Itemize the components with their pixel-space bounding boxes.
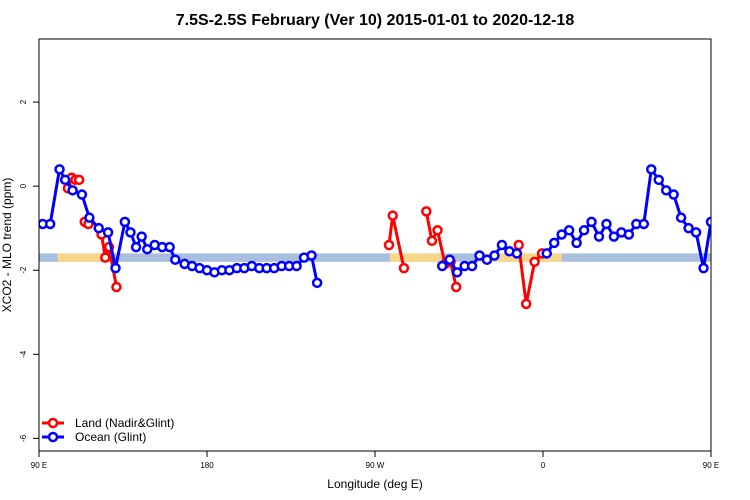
legend-label-0: Land (Nadir&Glint) <box>75 416 174 430</box>
series-1-point-2-22 <box>705 216 711 228</box>
series-1-point-1-10 <box>511 248 523 259</box>
x-axis-label: Longitude (deg E) <box>327 477 422 491</box>
series-0-point-3-0 <box>383 239 395 251</box>
series-1-point-1-6 <box>481 254 493 265</box>
legend: Land (Nadir&Glint)Ocean (Glint) <box>42 416 174 444</box>
legend-marker-0 <box>47 417 59 429</box>
series-1-point-0-5 <box>76 189 88 200</box>
series-1-point-0-3 <box>59 174 71 186</box>
y-tick-label-4: 2 <box>19 99 28 104</box>
y-tick-label-2: -2 <box>19 266 28 274</box>
x-tick-label-3: 0 <box>541 461 546 470</box>
reference-band <box>39 253 711 262</box>
series-0-point-4-1 <box>426 235 438 247</box>
series-1-point-0-1 <box>44 218 56 230</box>
series-1-point-1-5 <box>474 250 485 261</box>
series-1-point-2-7 <box>593 231 605 242</box>
series-1-point-1-4 <box>466 260 478 272</box>
series-1-point-2-3 <box>563 225 575 236</box>
y-tick-label-1: -4 <box>19 350 28 358</box>
series-1-point-0-10 <box>119 216 131 228</box>
series-1-point-0-18 <box>170 254 181 265</box>
series-0-point-3-1 <box>387 210 398 221</box>
series-0-point-5-0 <box>513 239 524 251</box>
series-1-point-0-14 <box>142 243 153 255</box>
series-1-point-0-17 <box>164 241 175 253</box>
y-axis: -6 -4 -2 0 2 <box>19 99 39 442</box>
reference-band-land-0 <box>57 253 101 262</box>
y-tick-label-0: -6 <box>19 434 28 442</box>
series-1-point-1-2 <box>451 267 463 278</box>
series-1-point-0-11 <box>125 227 136 238</box>
series-0-point-4-5 <box>450 281 462 293</box>
legend-item-0: Land (Nadir&Glint) <box>42 416 174 430</box>
series-1-point-2-8 <box>601 218 612 230</box>
series-1-point-2-9 <box>608 231 620 242</box>
series-1-point-0-6 <box>84 212 95 223</box>
legend-label-1: Ocean (Glint) <box>75 430 146 444</box>
y-tick-label-3: 0 <box>19 183 28 188</box>
series-1-point-2-18 <box>675 212 687 223</box>
series-0-point-5-1 <box>520 298 532 310</box>
series-1-point-0-9 <box>110 262 121 274</box>
x-tick-label-4: 90 E <box>703 461 719 470</box>
series-1-point-2-6 <box>586 216 597 228</box>
x-axis: 90 E 180 90 W 0 90 E <box>31 451 719 470</box>
series-1-point-1-0 <box>436 260 448 272</box>
series-1-point-0-2 <box>54 164 65 175</box>
x-tick-label-0: 90 E <box>31 461 47 470</box>
series-1-point-2-21 <box>698 262 709 274</box>
series-1-point-1-8 <box>496 239 508 251</box>
series-1-point-2-20 <box>690 227 702 238</box>
series-1 <box>39 164 711 289</box>
series-1-point-0-7 <box>93 222 104 234</box>
series-1-point-2-0 <box>541 248 552 259</box>
x-tick-label-1: 180 <box>200 461 214 470</box>
series-1-point-2-13 <box>638 218 650 230</box>
series-1-point-0-8 <box>102 227 114 238</box>
series-1-point-0-37 <box>311 277 323 289</box>
series-1-point-2-19 <box>683 222 694 234</box>
series-1-point-2-4 <box>571 237 582 249</box>
y-axis-label: XCO2 - MLO trend (ppm) <box>0 178 14 313</box>
series-1-point-2-5 <box>578 225 590 236</box>
series-1-point-0-13 <box>136 231 147 242</box>
series-0-point-5-2 <box>529 256 540 268</box>
legend-marker-1 <box>47 431 59 443</box>
series-layer <box>39 164 711 310</box>
series-1-point-0-34 <box>291 260 302 272</box>
series-0-point-4-2 <box>432 225 443 236</box>
series-1-point-2-15 <box>653 174 664 186</box>
reference-band-land-1 <box>389 253 443 262</box>
series-1-point-2-14 <box>646 164 657 175</box>
series-1-point-0-36 <box>306 250 317 261</box>
x-tick-label-2: 90 W <box>366 461 385 470</box>
reference-band-ocean <box>39 253 711 262</box>
series-1-point-2-2 <box>556 229 567 240</box>
series-0-point-2-3 <box>111 281 122 293</box>
series-0-line-5 <box>517 244 544 306</box>
series-0-point-2-1 <box>100 252 111 263</box>
series-1-point-2-17 <box>668 189 679 200</box>
series-1-point-0-12 <box>130 241 142 253</box>
series-0-point-4-0 <box>421 206 432 217</box>
series-1-point-2-16 <box>660 185 672 196</box>
series-1-point-2-1 <box>548 237 560 249</box>
series-1-point-1-7 <box>489 250 500 261</box>
series-0-point-3-2 <box>398 262 410 274</box>
series-1-point-0-4 <box>67 185 78 196</box>
series-1-point-2-11 <box>623 229 635 240</box>
series-1-point-1-1 <box>444 254 455 265</box>
legend-item-1: Ocean (Glint) <box>42 430 146 444</box>
chart-title: 7.5S-2.5S February (Ver 10) 2015-01-01 t… <box>176 12 575 29</box>
series-0-point-0-3 <box>73 174 85 186</box>
